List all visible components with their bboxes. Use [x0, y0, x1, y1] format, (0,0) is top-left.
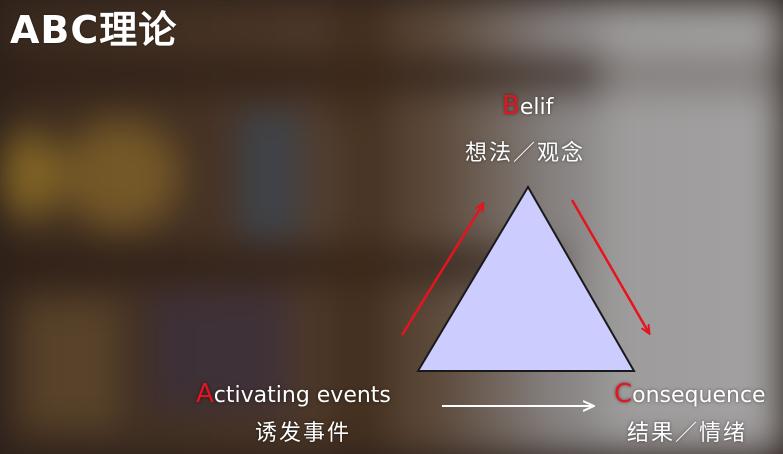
consequence-label: Consequence — [614, 380, 766, 410]
activating-label: Activating events — [196, 380, 391, 410]
activating-chinese: 诱发事件 — [255, 421, 352, 446]
activating-initial: A — [196, 379, 214, 409]
b-to-c-arrow — [570, 199, 649, 333]
consequence-rest: onsequence — [632, 383, 766, 408]
belief-chinese: 想法／观念 — [465, 141, 586, 166]
consequence-initial: C — [614, 379, 633, 409]
belief-initial: B — [502, 91, 520, 121]
activating-rest: ctivating events — [213, 383, 391, 408]
consequence-chinese: 结果／情绪 — [627, 421, 748, 446]
belief-label: Belif — [502, 92, 553, 122]
page-title: ABC理论 — [10, 8, 178, 52]
a-to-b-arrow — [400, 204, 483, 336]
abc-triangle — [416, 185, 636, 372]
belief-rest: elif — [519, 95, 554, 120]
